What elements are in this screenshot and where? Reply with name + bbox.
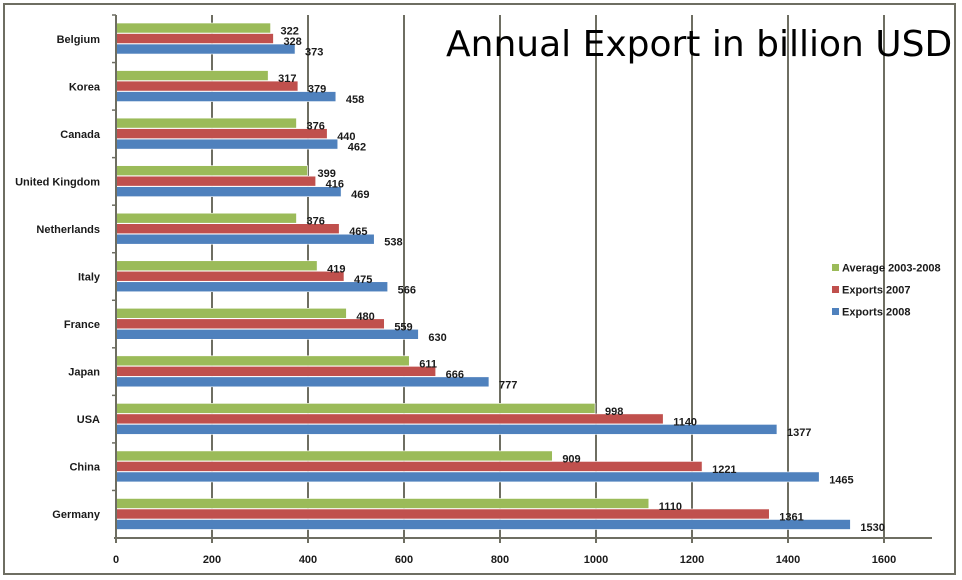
bar [115,376,490,388]
data-label: 480 [356,311,374,323]
bar [115,318,385,330]
data-label: 1465 [829,474,853,486]
bar [115,212,297,224]
data-label: 440 [337,131,355,143]
legend-label: Exports 2008 [842,307,910,319]
data-label: 376 [306,216,324,228]
x-tick-label: 1200 [680,554,704,566]
chart-title: Annual Export in billion USD [446,24,952,65]
bar [115,260,318,272]
legend-swatch [832,264,839,271]
data-label: 465 [349,226,367,238]
category-label: France [64,319,100,331]
bar [115,138,339,150]
bar [115,80,299,92]
data-label: 1110 [659,501,682,513]
bar [115,270,345,282]
bar [115,91,337,102]
bar [115,281,388,293]
bar [115,186,342,197]
data-label: 419 [327,263,345,275]
x-tick-label: 400 [299,554,317,566]
bar [115,366,436,377]
data-label: 538 [384,237,402,249]
legend-label: Exports 2007 [842,285,910,297]
x-tick-label: 1000 [584,554,608,566]
data-label: 376 [306,121,324,133]
data-label: 373 [305,47,323,59]
data-label: 666 [446,369,464,381]
category-label: United Kingdom [15,176,100,188]
data-label: 1221 [712,464,736,476]
category-label: Canada [60,129,101,141]
data-label: 416 [326,179,344,191]
x-tick-label: 200 [203,554,221,566]
bar [115,519,851,530]
bar [115,355,410,367]
data-label: 566 [398,284,416,296]
axes [112,14,932,543]
data-label: 475 [354,274,372,286]
data-label: 462 [348,142,366,154]
data-label: 322 [281,26,299,38]
bar [115,450,553,462]
bar [115,461,703,472]
data-label: 998 [605,406,623,418]
bar [115,413,664,425]
legend: Average 2003-2008 Exports 2007 Exports 200… [832,263,941,319]
category-label: Netherlands [36,224,100,236]
data-label: 611 [419,358,437,370]
data-label: 1361 [779,511,803,523]
category-label: Japan [68,367,100,379]
data-label: 317 [278,73,296,85]
bar [115,165,308,176]
bar [115,233,375,245]
bar [115,43,296,55]
bar [115,403,596,414]
bar [115,70,269,81]
x-tick-label: 1600 [872,554,896,566]
category-label: China [69,462,100,474]
x-tick-label: 1400 [776,554,800,566]
bar [115,22,271,34]
data-label: 399 [318,168,336,180]
data-label: 630 [428,332,446,344]
data-label: 909 [562,453,580,465]
data-label: 379 [308,84,326,96]
data-label: 1530 [860,522,884,534]
legend-swatch [832,308,839,315]
x-tick-label: 800 [491,554,509,566]
category-label: USA [77,414,100,426]
category-label: Germany [52,509,101,521]
bar [115,128,328,139]
data-label: 1140 [673,416,697,428]
bar [115,117,297,129]
data-label: 469 [351,189,369,201]
category-label: Korea [69,81,101,93]
x-tick-label: 0 [113,554,119,566]
data-label: 777 [499,379,517,391]
legend-label: Average 2003-2008 [842,263,941,275]
chart-frame [3,3,956,575]
x-tick-label: 600 [395,554,413,566]
bar [115,328,419,340]
category-label: Italy [78,272,101,284]
category-label: Belgium [57,34,101,46]
data-label: 559 [394,321,412,333]
data-label: 1377 [787,427,811,439]
bar [115,498,650,509]
bar [115,175,316,187]
legend-swatch [832,286,839,293]
data-label: 458 [346,94,364,106]
data-label: 328 [283,36,301,48]
bars [115,22,851,530]
bar [115,33,274,44]
bar [115,307,347,319]
